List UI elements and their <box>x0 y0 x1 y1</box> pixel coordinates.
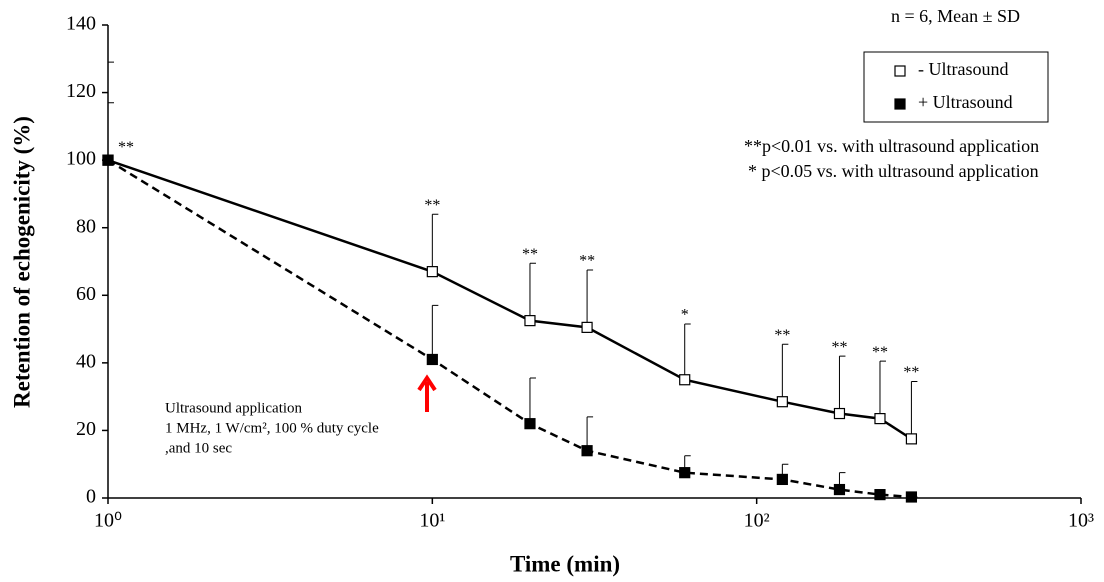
significance-label: ** <box>903 364 919 381</box>
condition-text: 1 MHz, 1 W/cm², 100 % duty cycle <box>165 420 379 436</box>
y-axis-title: Retention of echogenicity (%) <box>9 116 34 408</box>
y-tick-label: 0 <box>86 486 96 508</box>
error-bar <box>431 213 439 272</box>
series-line <box>107 159 912 499</box>
error-bar <box>910 380 918 439</box>
marker <box>905 491 918 503</box>
legend-box <box>863 51 1049 123</box>
error-bar <box>879 360 886 419</box>
legend-label: + Ultrasound <box>918 92 1013 112</box>
legend-marker <box>894 65 906 77</box>
marker <box>524 418 536 430</box>
x-tick-label: 10⁰ <box>94 510 122 532</box>
y-tick-label: 60 <box>76 283 96 305</box>
significance-label: ** <box>579 253 595 270</box>
y-tick-label: 140 <box>66 13 96 35</box>
error-bar <box>529 262 536 321</box>
significance-label: ** <box>774 327 790 344</box>
y-tick-label: 20 <box>76 418 96 440</box>
x-tick-label: 10¹ <box>419 510 445 532</box>
marker <box>581 321 593 333</box>
y-tick-label: 40 <box>76 350 96 372</box>
marker <box>833 483 846 496</box>
error-bar <box>781 343 789 402</box>
marker <box>426 266 438 278</box>
y-tick-label: 100 <box>66 148 96 170</box>
marker <box>524 315 536 327</box>
marker <box>581 445 593 457</box>
condition-text: Ultrasound application <box>165 400 303 416</box>
error-bar <box>586 269 594 328</box>
marker <box>776 473 788 486</box>
marker <box>905 433 918 445</box>
significance-label: ** <box>424 197 440 214</box>
significance-label: ** <box>118 139 134 156</box>
marker <box>679 467 691 479</box>
condition-text: ,and 10 sec <box>165 440 232 456</box>
annotation: * p<0.05 vs. with ultrasound application <box>748 161 1039 181</box>
legend-marker <box>894 98 906 110</box>
error-bar <box>431 304 439 360</box>
marker <box>679 374 691 386</box>
error-bar <box>586 416 594 451</box>
significance-label: ** <box>872 344 888 361</box>
x-tick-label: 10² <box>744 510 770 532</box>
x-axis-title: Time (min) <box>510 551 620 576</box>
marker <box>102 154 114 166</box>
annotation: n = 6, Mean ± SD <box>891 6 1020 26</box>
series-line <box>107 158 913 440</box>
marker <box>426 353 438 366</box>
marker <box>874 489 886 501</box>
marker <box>776 396 788 408</box>
error-bar <box>684 323 691 380</box>
marker <box>833 407 846 420</box>
error-bar <box>107 102 114 161</box>
y-tick-label: 120 <box>66 80 96 102</box>
error-bar <box>838 355 846 414</box>
annotation: **p<0.01 vs. with ultrasound application <box>744 136 1039 156</box>
red-arrow <box>417 374 437 412</box>
y-tick-label: 80 <box>76 215 96 237</box>
x-tick-label: 10³ <box>1068 510 1094 532</box>
error-bar <box>107 61 114 161</box>
significance-label: * <box>681 307 689 324</box>
legend-label: - Ultrasound <box>918 59 1008 79</box>
error-bar <box>529 377 536 424</box>
significance-label: ** <box>522 246 538 263</box>
significance-label: ** <box>831 339 847 356</box>
marker <box>874 413 886 425</box>
